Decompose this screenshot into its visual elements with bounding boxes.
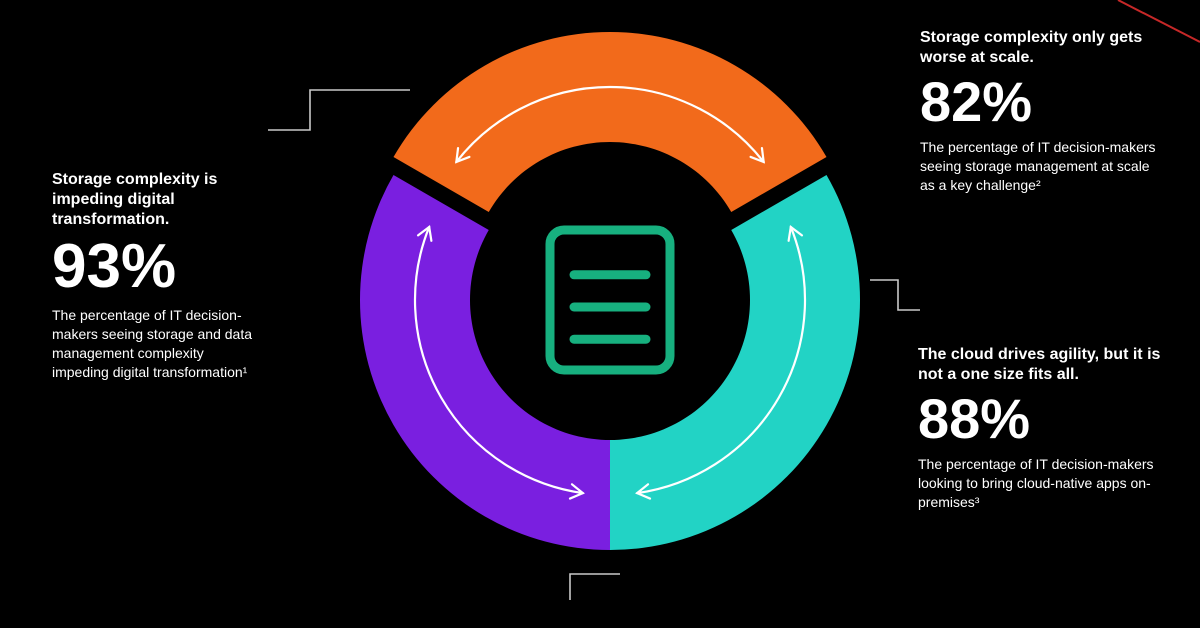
callout-topright-headline: Storage complexity only gets worse at sc… [920, 28, 1160, 68]
donut-svg [330, 20, 890, 580]
callout-topright: Storage complexity only gets worse at sc… [920, 28, 1160, 195]
infographic-stage: Storage complexity is impeding digital t… [0, 0, 1200, 628]
callout-topright-body: The percentage of IT decision-makers see… [920, 138, 1160, 195]
donut-center-disc [474, 164, 746, 436]
callout-left-body: The percentage of IT decision-makers see… [52, 306, 262, 382]
donut-chart [330, 20, 890, 580]
callout-bottomright-body: The percentage of IT decision-makers loo… [918, 455, 1178, 512]
callout-bottomright-headline: The cloud drives agility, but it is not … [918, 345, 1178, 385]
callout-bottomright-stat: 88% [918, 391, 1178, 447]
callout-left-headline: Storage complexity is impeding digital t… [52, 170, 262, 230]
callout-left: Storage complexity is impeding digital t… [52, 170, 262, 382]
callout-topright-stat: 82% [920, 74, 1160, 130]
callout-bottomright: The cloud drives agility, but it is not … [918, 345, 1178, 512]
callout-left-stat: 93% [52, 236, 262, 298]
